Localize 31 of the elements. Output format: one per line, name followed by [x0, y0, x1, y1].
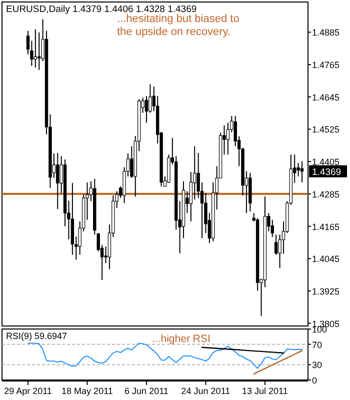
y-tick-label: 1.3805 [312, 318, 340, 329]
line-series [28, 342, 302, 369]
candlestick [144, 96, 148, 124]
chart-title: RSI(9) 59.6947 [6, 331, 68, 341]
y-tick-label: 1.4525 [312, 124, 340, 135]
y-tick-label: 1.3925 [312, 286, 340, 296]
y-tick-label: 1.4765 [312, 60, 340, 70]
x-tick-label: 13 Jul 2011 [242, 386, 288, 396]
line-series [253, 350, 303, 374]
candlestick [34, 28, 38, 68]
y-tick-label: 0 [312, 376, 318, 386]
chart-title: EURUSD,Daily 1.4379 1.4406 1.4328 1.4369 [6, 4, 197, 15]
x-tick-label: 24 Jun 2011 [181, 386, 230, 396]
annotation: ...hesitating but biased to the upside on recovery. [117, 13, 240, 38]
y-tick-label: 1.4045 [312, 254, 340, 264]
candlestick [274, 234, 278, 256]
candlestick [38, 32, 41, 70]
x-tick-label: 29 Apr 2011 [4, 386, 52, 396]
y-tick-label: 1.4885 [312, 28, 340, 38]
candlestick [56, 152, 60, 210]
y-tick-label: 1.4285 [312, 189, 340, 200]
y-tick-label: 1.4165 [312, 222, 340, 232]
text: 1.4369 [312, 166, 342, 178]
x-tick-label: 18 May 2011 [62, 386, 113, 396]
y-tick-label: 30 [312, 360, 322, 370]
x-tick-label: 6 Jun 2011 [124, 386, 168, 396]
y-tick-label: 1.4645 [312, 92, 340, 102]
y-tick-label: 70 [312, 340, 322, 350]
y-tick-label: 1.4405 [312, 157, 340, 168]
candlestick [270, 219, 274, 238]
annotation: ...higher RSI [152, 333, 210, 345]
